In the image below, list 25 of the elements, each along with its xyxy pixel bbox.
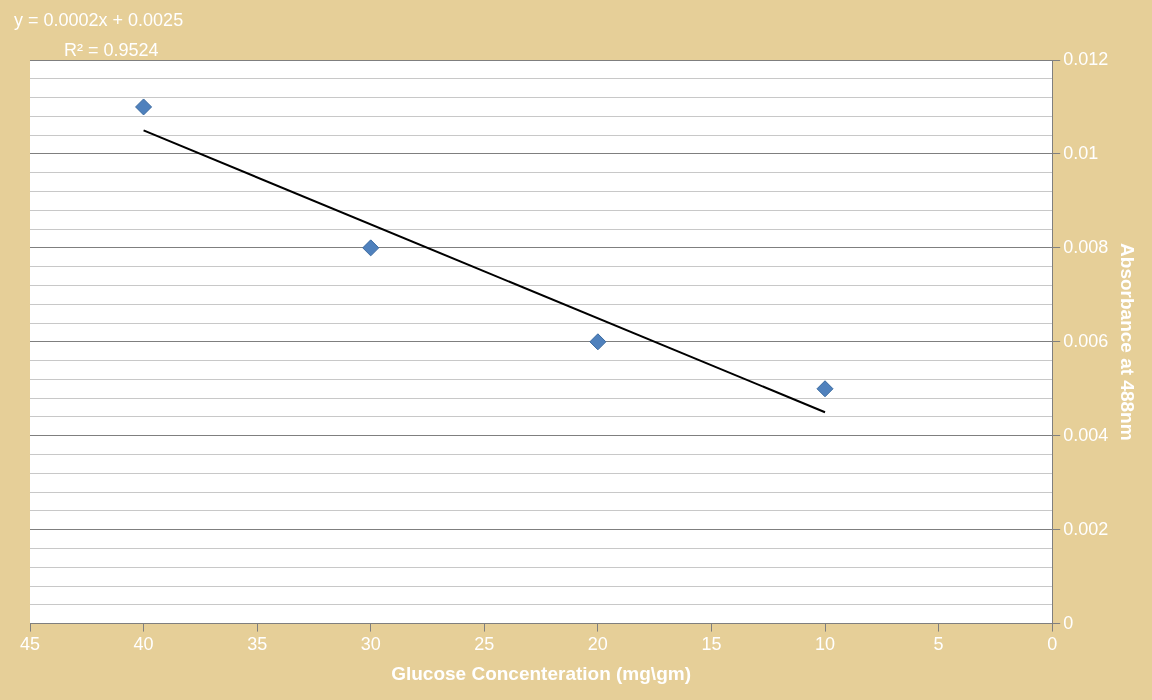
x-tick-label: 25	[474, 634, 495, 655]
x-tick-label: 5	[933, 634, 944, 655]
x-tick-label: 30	[360, 634, 381, 655]
y-tick-label: 0.002	[1063, 518, 1109, 539]
x-tick-label: 35	[247, 634, 268, 655]
x-axis-title: Glucose Concenteration (mg\gm)	[391, 662, 691, 684]
y-tick-label: 0.01	[1063, 142, 1099, 163]
annotation: R² = 0.9524	[64, 39, 159, 60]
y-tick-label: 0	[1063, 612, 1074, 633]
point	[816, 380, 834, 398]
text: y = 0.0002x + 0.0025	[14, 9, 184, 30]
point	[589, 333, 607, 351]
y-tick-label: 0.012	[1063, 48, 1109, 69]
y-tick-label: 0.006	[1063, 330, 1109, 351]
x-tick-label: 40	[133, 634, 154, 655]
y-tick-label: 0.004	[1063, 424, 1109, 445]
y-axis-title: Absorbance at 488nm	[1117, 243, 1139, 441]
x-tick-label: 0	[1047, 634, 1058, 655]
y-tick-label: 0.008	[1063, 236, 1109, 257]
x-tick-label: 45	[19, 634, 41, 655]
x-tick-label: 10	[814, 634, 836, 655]
point	[362, 239, 380, 257]
x-tick-label: 20	[587, 634, 608, 655]
x-tick-label: 15	[701, 634, 722, 655]
point	[135, 98, 153, 116]
